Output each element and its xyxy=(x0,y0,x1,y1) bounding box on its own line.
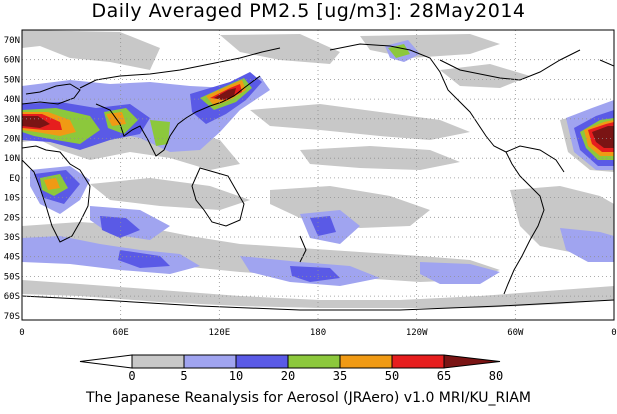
colorbar-swatch xyxy=(235,354,289,369)
colorbar-label: 20 xyxy=(281,369,295,383)
longitude-label: 0 xyxy=(611,328,616,338)
coastlines xyxy=(22,43,614,311)
pm25-level-5-10 xyxy=(22,30,614,308)
map-frame xyxy=(21,29,615,321)
latitude-label: 40N xyxy=(4,95,20,105)
longitude-label: 120W xyxy=(406,328,428,338)
longitude-label: 0 xyxy=(19,328,24,338)
latitude-label: 50S xyxy=(4,272,20,282)
latitude-label: 50N xyxy=(4,75,20,85)
colorbar-swatch xyxy=(79,354,133,369)
data-credit: The Japanese Reanalysis for Aerosol (JRA… xyxy=(85,390,532,406)
colorbar-label: 0 xyxy=(128,369,135,383)
longitude-label: 180 xyxy=(310,328,326,338)
colorbar-label: 80 xyxy=(489,369,503,383)
graticule xyxy=(22,30,614,320)
colorbar-label: 5 xyxy=(180,369,187,383)
latitude-label: 20N xyxy=(4,135,20,145)
latitude-label: 30N xyxy=(4,115,20,125)
latitude-label: 40S xyxy=(4,253,20,263)
latitude-label: 60N xyxy=(4,56,20,66)
longitude-label: 120E xyxy=(208,328,230,338)
latitude-label: 30S xyxy=(4,233,20,243)
pm25-field xyxy=(22,30,614,311)
map-title: Daily Averaged PM2.5 [ug/m3]: 28May2014 xyxy=(91,0,526,22)
latitude-label: 70N xyxy=(4,36,20,46)
latitude-label: 10N xyxy=(4,154,20,164)
latitude-label: EQ xyxy=(9,174,20,184)
colorbar-swatch xyxy=(339,354,393,369)
latitude-label: 70S xyxy=(4,312,20,322)
latitude-label: 10S xyxy=(4,194,20,204)
colorbar-swatch xyxy=(287,354,341,369)
colorbar: 0 5 10 20 35 50 65 80 xyxy=(79,354,503,383)
colorbar-swatch xyxy=(443,354,501,369)
latitude-labels: 70N 60N 50N 40N 30N 20N 10N EQ 10S 20S 30S 40S 50S 60… xyxy=(4,36,20,322)
colorbar-swatch xyxy=(183,354,237,369)
colorbar-swatch xyxy=(391,354,445,369)
colorbar-swatch xyxy=(131,354,185,369)
latitude-label: 60S xyxy=(4,292,20,302)
colorbar-label: 65 xyxy=(437,369,451,383)
latitude-label: 20S xyxy=(4,213,20,223)
colorbar-label: 50 xyxy=(385,369,399,383)
longitude-labels: 0 60E 120E 180 120W 60W 0 xyxy=(19,328,616,338)
longitude-label: 60E xyxy=(113,328,129,338)
colorbar-label: 10 xyxy=(229,369,243,383)
pm25-level-80-plus xyxy=(22,88,614,148)
colorbar-label: 35 xyxy=(333,369,347,383)
longitude-label: 60W xyxy=(507,328,524,338)
